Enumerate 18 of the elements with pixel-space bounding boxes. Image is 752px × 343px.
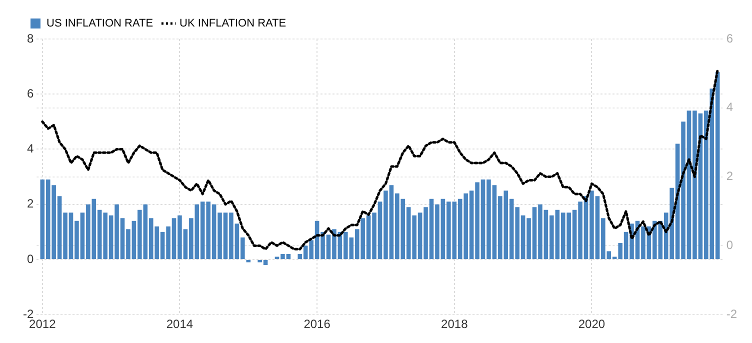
x-tick-label: 2018 bbox=[441, 317, 468, 332]
legend-label: UK INFLATION RATE bbox=[180, 18, 286, 30]
y2-tick-label: 0 bbox=[726, 238, 734, 252]
x-tick-label: 2014 bbox=[166, 317, 194, 332]
y-tick-label: 6 bbox=[26, 86, 34, 100]
x-tick-label: 2016 bbox=[304, 317, 331, 332]
x-tick-label: 2020 bbox=[578, 317, 606, 332]
y2-tick-label: 4 bbox=[726, 100, 734, 114]
y2-tick-label: 6 bbox=[726, 31, 734, 46]
y-tick-label: 2 bbox=[26, 196, 34, 211]
line-series bbox=[41, 68, 719, 250]
bar bbox=[246, 260, 251, 262]
y2-tick-label: -2 bbox=[726, 306, 738, 321]
y2-tick-label: 2 bbox=[726, 169, 734, 184]
y-tick-label: 8 bbox=[26, 31, 34, 46]
legend-label: US INFLATION RATE bbox=[46, 18, 154, 30]
y-tick-label: 0 bbox=[26, 252, 34, 266]
y-tick-label: 4 bbox=[26, 142, 34, 156]
